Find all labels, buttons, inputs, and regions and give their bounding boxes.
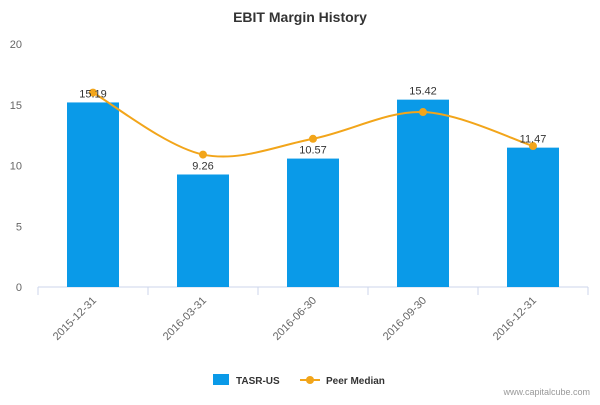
- x-tick-label: 2016-06-30: [271, 295, 319, 343]
- y-tick-label: 15: [10, 100, 22, 112]
- peer-median-point: [89, 88, 97, 97]
- data-label: 11.47: [520, 134, 547, 146]
- y-tick-label: 10: [10, 161, 22, 173]
- legend-swatch-bar: [213, 374, 229, 385]
- peer-median-point: [309, 134, 317, 143]
- x-axis: 2015-12-31 2016-03-31 2016-06-30 2016-09-30…: [37, 286, 589, 343]
- bar: [287, 158, 339, 287]
- x-tick-label: 2016-12-31: [491, 295, 539, 343]
- bar: [177, 174, 229, 287]
- peer-median-point: [419, 108, 427, 117]
- data-label: 10.57: [299, 145, 327, 157]
- y-tick-label: 20: [10, 39, 22, 51]
- x-tick-label: 2016-09-30: [381, 295, 429, 343]
- peer-median-point: [199, 150, 207, 159]
- data-labels: 15.19 9.26 10.57 15.42 11.47: [79, 86, 546, 173]
- y-axis: 0 5 10 15 20: [10, 39, 22, 294]
- legend: TASR-US Peer Median: [213, 374, 385, 387]
- legend-label-line: Peer Median: [326, 376, 385, 387]
- x-tick-label: 2016-03-31: [161, 295, 209, 343]
- bar: [507, 147, 559, 287]
- x-tick-label: 2015-12-31: [51, 295, 99, 343]
- bar-series: [67, 99, 559, 287]
- watermark-text: www.capitalcube.com: [502, 387, 590, 397]
- line-series: [89, 88, 537, 159]
- data-label: 15.42: [409, 86, 437, 98]
- legend-label-bar: TASR-US: [236, 376, 280, 387]
- data-label: 15.19: [79, 88, 107, 100]
- chart-title: EBIT Margin History: [233, 9, 367, 25]
- peer-median-point: [529, 142, 537, 151]
- data-label: 9.26: [192, 160, 213, 172]
- y-tick-label: 0: [16, 282, 22, 294]
- y-tick-label: 5: [16, 221, 22, 233]
- bar: [67, 102, 119, 287]
- bar: [397, 99, 449, 287]
- legend-marker-line: [306, 376, 314, 384]
